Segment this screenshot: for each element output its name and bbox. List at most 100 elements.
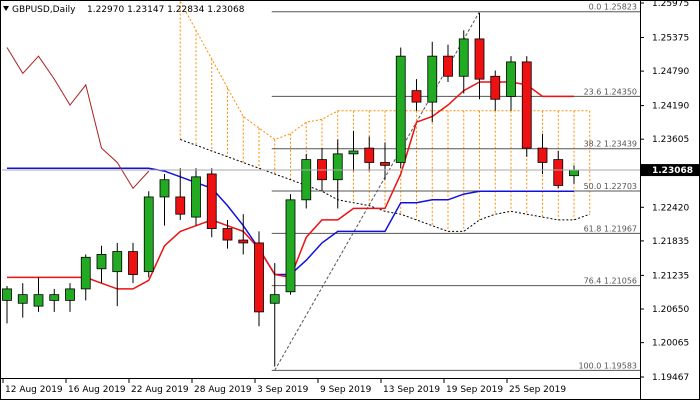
candle (206, 168, 217, 238)
fib-level-label: 50.0 1.22703 (584, 182, 637, 191)
candle (191, 168, 201, 226)
bearish-candle-body (254, 242, 264, 313)
candle (506, 56, 516, 111)
bullish-candle-body (17, 294, 28, 304)
y-tick-label: 1.23605 (652, 135, 689, 145)
bullish-candle-body (395, 55, 406, 163)
candle (143, 191, 154, 278)
bullish-candle-body (191, 176, 201, 218)
candle (238, 214, 249, 255)
candle (364, 136, 375, 172)
y-tick-label: 1.22420 (652, 203, 689, 213)
candle (128, 242, 138, 284)
bearish-candle-body (364, 147, 375, 163)
bullish-candle-body (301, 159, 312, 201)
bullish-candle-body (80, 256, 91, 290)
candle (17, 283, 28, 318)
candle (458, 30, 469, 94)
bearish-candle-body (238, 239, 249, 244)
candle (80, 254, 91, 301)
x-tick-label: 28 Aug 2019 (194, 385, 252, 395)
candle (395, 47, 406, 169)
y-tick-label: 1.19467 (652, 373, 689, 383)
cloud-upper-boundary (179, 1, 590, 141)
bearish-candle-body (443, 55, 453, 77)
current-price-box (641, 164, 699, 177)
bearish-candle-body (206, 173, 217, 229)
bullish-candle-body (285, 199, 296, 293)
bearish-candle-body (128, 251, 138, 275)
cloud-lower-boundary (180, 139, 590, 232)
symbol-label: GBPUSD,Daily (12, 5, 76, 15)
candle (474, 13, 485, 100)
y-tick-label: 1.24190 (652, 102, 689, 112)
bullish-candle-body (332, 153, 343, 181)
candle (411, 79, 422, 111)
candle (521, 56, 532, 157)
fibonacci-retracement: 0.0 1.25823 23.6 1.24350 38.2 1.23439 50.0 … (271, 3, 640, 371)
fib-level-label: 23.6 1.24350 (584, 87, 637, 96)
bullish-candle-body (49, 294, 60, 301)
y-tick-label: 1.25975 (652, 0, 689, 9)
fib-trendline (274, 11, 480, 371)
fib-level-label: 100.0 1.19583 (578, 361, 637, 370)
bullish-candle-body (159, 179, 170, 198)
candle (285, 194, 296, 295)
candle (427, 41, 438, 123)
y-tick-label: 1.21835 (652, 237, 689, 247)
bearish-candle-body (411, 90, 422, 103)
candle (159, 173, 170, 226)
bearish-candle-body (553, 159, 564, 186)
candle (33, 277, 44, 312)
bearish-candle-body (474, 38, 485, 80)
candles (2, 13, 579, 367)
candle (301, 153, 312, 209)
bullish-candle-body (2, 288, 12, 301)
collapse-triangle-icon[interactable] (3, 6, 9, 11)
fib-level-label: 61.8 1.21967 (584, 224, 637, 233)
bearish-candle-body (175, 196, 186, 215)
bearish-candle-body (537, 147, 548, 163)
candle (537, 133, 548, 174)
bearish-candle-body (490, 75, 501, 100)
chikou-span-line (6, 47, 150, 190)
candle (269, 263, 280, 367)
bullish-candle-body (96, 254, 107, 270)
bullish-candle-body (112, 251, 123, 273)
candle (222, 219, 233, 249)
current-price-label: 1.23068 (652, 166, 693, 176)
bearish-candle-body (222, 228, 233, 241)
candle (96, 245, 107, 284)
x-tick-label: 13 Sep 2019 (383, 385, 440, 395)
bearish-candle-body (380, 162, 390, 166)
candle (112, 242, 123, 307)
bullish-candle-body (569, 169, 579, 177)
candle (254, 231, 264, 327)
bullish-candle-body (65, 288, 75, 301)
x-tick-label: 12 Aug 2019 (5, 385, 63, 395)
y-tick-label: 1.24790 (652, 67, 689, 77)
x-tick-label: 22 Aug 2019 (131, 385, 189, 395)
x-tick-label: 19 Sep 2019 (446, 385, 503, 395)
x-tick-label: 3 Sep 2019 (257, 385, 309, 395)
chart-header: GBPUSD,Daily 1.22970 1.23147 1.22834 1.2… (3, 5, 245, 15)
ohlc-values: 1.22970 1.23147 1.22834 1.23068 (87, 5, 245, 15)
y-tick-label: 1.20065 (652, 339, 689, 349)
bullish-candle-body (506, 61, 516, 97)
bullish-candle-body (33, 294, 44, 307)
y-tick-label: 1.25375 (652, 33, 689, 43)
candle (175, 168, 186, 220)
bullish-candle-body (143, 196, 154, 273)
bullish-candle-body (458, 38, 469, 77)
y-tick-label: 1.20650 (652, 305, 689, 315)
candle (2, 286, 12, 324)
x-tick-label: 16 Aug 2019 (68, 385, 126, 395)
fib-level-label: 0.0 1.25823 (589, 3, 637, 12)
bearish-candle-body (521, 61, 532, 149)
x-tick-label: 25 Sep 2019 (509, 385, 566, 395)
y-tick-label: 1.21235 (652, 271, 689, 281)
